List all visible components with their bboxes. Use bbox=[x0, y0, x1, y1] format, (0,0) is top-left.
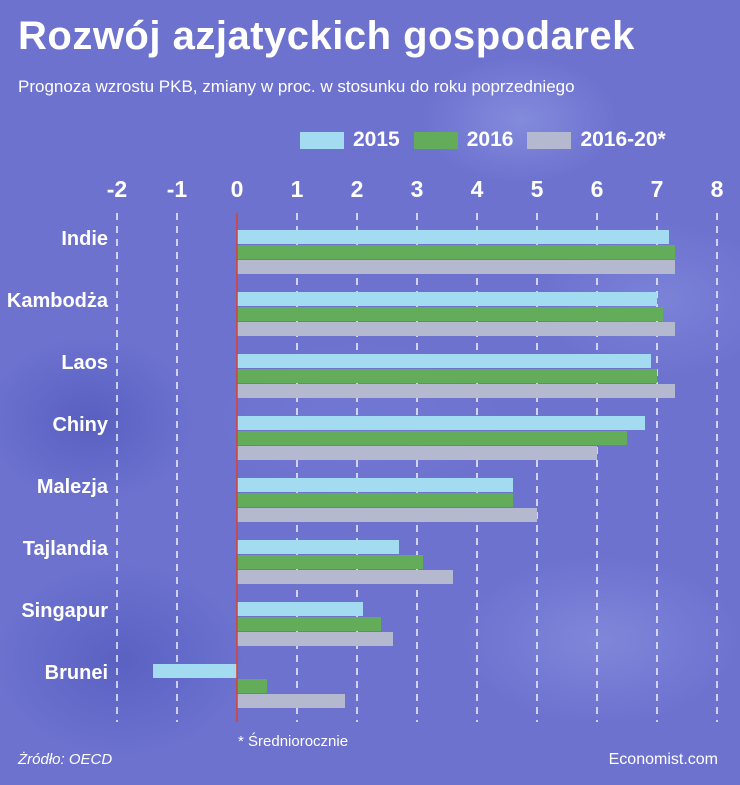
bar bbox=[237, 617, 381, 631]
bar bbox=[237, 632, 393, 646]
category-label: Singapur bbox=[21, 600, 108, 622]
x-tick-label: 4 bbox=[471, 176, 484, 202]
bar bbox=[237, 679, 267, 693]
x-tick-label: 5 bbox=[531, 176, 544, 202]
bar bbox=[237, 694, 345, 708]
category-label: Laos bbox=[61, 352, 108, 374]
x-tick-label: 3 bbox=[411, 176, 424, 202]
bar bbox=[237, 260, 675, 274]
category-label: Kambodża bbox=[7, 290, 109, 312]
category-label: Chiny bbox=[52, 414, 108, 436]
bar bbox=[237, 431, 627, 445]
bar bbox=[237, 245, 675, 259]
legend-item-2016-20: 2016-20* bbox=[527, 128, 666, 152]
chart-title: Rozwój azjatyckich gospodarek bbox=[18, 14, 635, 58]
bar bbox=[237, 540, 399, 554]
category-label: Tajlandia bbox=[23, 538, 109, 560]
x-tick-label: 7 bbox=[651, 176, 664, 202]
bar bbox=[237, 369, 657, 383]
x-tick-label: -1 bbox=[167, 176, 188, 202]
legend-swatch-2016-20 bbox=[527, 131, 572, 149]
legend-label-2015: 2015 bbox=[353, 128, 400, 151]
bar bbox=[237, 354, 651, 368]
bar bbox=[237, 230, 669, 244]
bar bbox=[237, 570, 453, 584]
bar bbox=[237, 555, 423, 569]
bar bbox=[237, 384, 675, 398]
bar bbox=[237, 416, 645, 430]
bar bbox=[237, 493, 513, 507]
brand-credit: Economist.com bbox=[608, 751, 718, 768]
bar bbox=[237, 508, 537, 522]
bar bbox=[237, 322, 675, 336]
bar bbox=[153, 664, 237, 678]
bar bbox=[237, 602, 363, 616]
legend-label-2016-20: 2016-20* bbox=[580, 128, 666, 151]
category-label: Indie bbox=[61, 228, 108, 250]
source-note: Żródło: OECD bbox=[18, 751, 113, 768]
category-label: Malezja bbox=[37, 476, 109, 498]
legend-label-2016: 2016 bbox=[466, 128, 514, 151]
x-tick-label: 0 bbox=[231, 176, 244, 202]
bar bbox=[237, 307, 663, 321]
legend-item-2015: 2015 bbox=[300, 128, 400, 152]
x-tick-label: 2 bbox=[351, 176, 364, 202]
x-tick-label: 1 bbox=[291, 176, 304, 202]
x-tick-label: -2 bbox=[107, 176, 127, 202]
bar bbox=[237, 446, 597, 460]
x-tick-label: 8 bbox=[711, 176, 724, 202]
bar bbox=[237, 478, 513, 492]
legend-swatch-2015 bbox=[300, 131, 344, 149]
legend: 2015 2016 2016-20* bbox=[300, 128, 680, 152]
category-label: Brunei bbox=[45, 662, 108, 684]
legend-swatch-2016 bbox=[413, 131, 458, 149]
chart-subtitle: Prognoza wzrostu PKB, zmiany w proc. w s… bbox=[18, 77, 575, 96]
x-tick-label: 6 bbox=[591, 176, 604, 202]
footnote: * Średniorocznie bbox=[238, 733, 349, 750]
bar bbox=[237, 292, 657, 306]
legend-item-2016: 2016 bbox=[413, 128, 514, 152]
